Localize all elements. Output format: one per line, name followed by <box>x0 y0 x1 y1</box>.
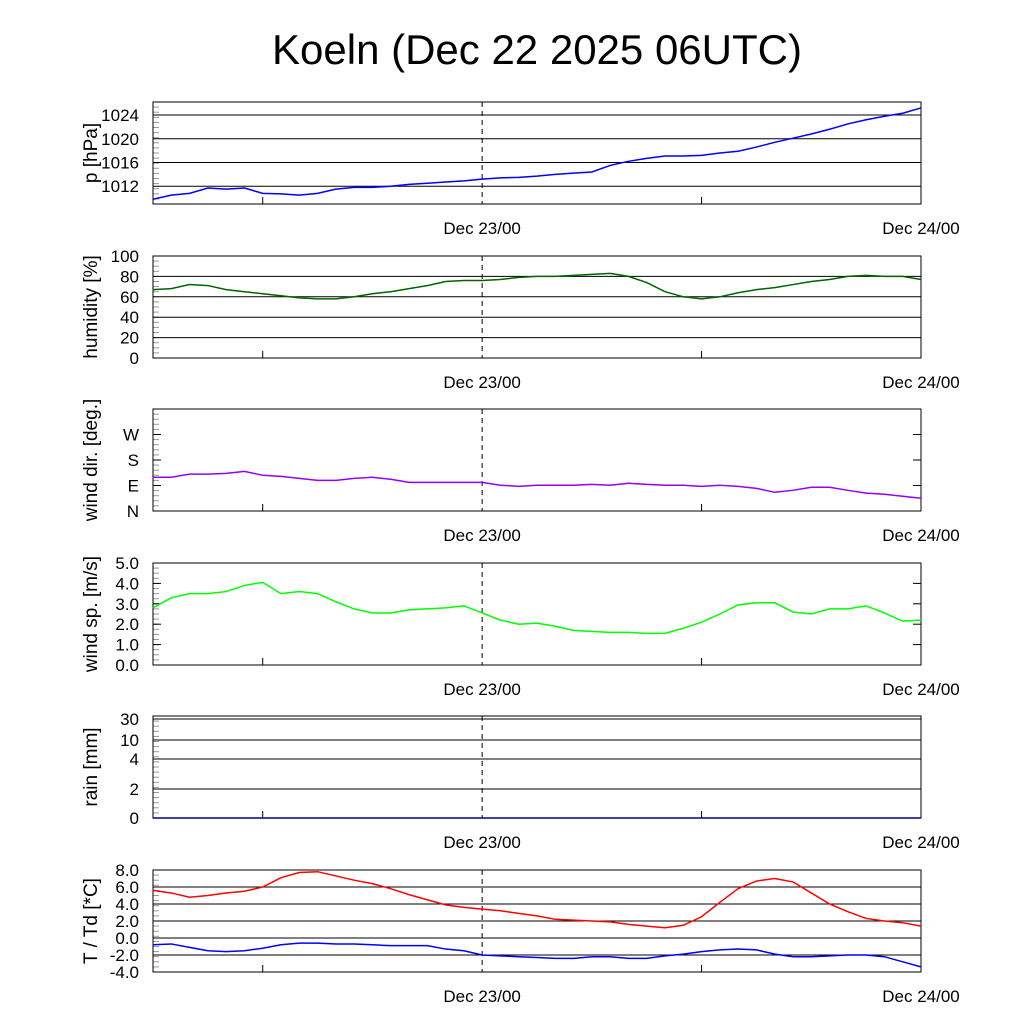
x-tick-label: Dec 23/00 <box>443 373 521 392</box>
plot-frame <box>152 408 922 512</box>
x-tick-label: Dec 24/00 <box>882 219 960 238</box>
series-line-wind-speed <box>152 581 922 635</box>
series-line-td <box>152 942 922 968</box>
panel-wind_speed: 0.01.0 2.03.0 4.05.0 Dec 23/00 Dec 24/00 wind… <box>81 554 960 699</box>
chart-title: Koeln (Dec 22 2025 06UTC) <box>272 26 802 73</box>
series-line-wind-direction <box>153 470 922 499</box>
y-tick-label: 5.0 <box>115 554 139 573</box>
y-axis-label: wind sp. [m/s] <box>81 556 102 673</box>
plot-frame <box>152 715 922 819</box>
y-tick-label: 1016 <box>101 153 139 172</box>
y-tick-label: 0 <box>130 349 139 368</box>
x-tick-label: Dec 24/00 <box>882 987 960 1006</box>
x-tick-label: Dec 24/00 <box>882 526 960 545</box>
y-tick-label: 2.0 <box>115 912 139 931</box>
y-tick-label: 100 <box>111 247 139 266</box>
x-tick-label: Dec 24/00 <box>882 833 960 852</box>
y-axis-label: T / Td [*C] <box>81 878 102 964</box>
x-tick-label: Dec 23/00 <box>443 680 521 699</box>
y-tick-label: 1024 <box>101 106 139 125</box>
y-tick-label: 2 <box>130 780 139 799</box>
x-tick-label: Dec 24/00 <box>882 680 960 699</box>
series-line-t <box>152 870 922 929</box>
y-tick-label: 3.0 <box>115 595 139 614</box>
y-tick-label: -2.0 <box>110 946 139 965</box>
y-tick-label: 6.0 <box>115 878 139 897</box>
y-tick-label: 10 <box>120 731 139 750</box>
x-tick-label: Dec 24/00 <box>882 373 960 392</box>
y-axis-label: wind dir. [deg.] <box>81 399 102 523</box>
panel-temperature: -4.0-2.00.02.04.06.08.0 Dec 23/00 Dec 24/0… <box>81 861 960 1006</box>
y-tick-label: 4.0 <box>115 895 139 914</box>
y-tick-label: 1020 <box>101 130 139 149</box>
plot-frame <box>152 101 922 205</box>
x-tick-label: Dec 23/00 <box>443 833 521 852</box>
y-axis-label: humidity [%] <box>81 255 102 358</box>
y-tick-label: S <box>128 451 139 470</box>
y-tick-label: 0.0 <box>115 929 139 948</box>
y-tick-label: 60 <box>120 288 139 307</box>
y-tick-label: 8.0 <box>115 861 139 880</box>
y-tick-label: 2.0 <box>115 615 139 634</box>
panel-pressure: 1012 1016 1020 1024 Dec 23/00 Dec 24/00 p [hPa… <box>81 101 960 238</box>
plot-frame <box>152 869 922 973</box>
y-axis-label: p [hPa] <box>81 123 102 183</box>
x-tick-label: Dec 23/00 <box>443 526 521 545</box>
y-tick-label: 20 <box>120 329 139 348</box>
y-tick-label: 1.0 <box>115 636 139 655</box>
panel-rain: 0 2 410 30 Dec 23/00 Dec 24/00 rain [mm] <box>81 710 960 852</box>
y-tick-label: 30 <box>120 710 139 729</box>
y-tick-label: 1012 <box>101 177 139 196</box>
y-tick-label: 40 <box>120 308 139 327</box>
y-tick-label: N <box>127 502 139 521</box>
y-tick-label: 4.0 <box>115 574 139 593</box>
x-tick-label: Dec 23/00 <box>443 219 521 238</box>
y-tick-label: -4.0 <box>110 963 139 982</box>
y-tick-label: 80 <box>120 267 139 286</box>
y-tick-label: 0 <box>130 809 139 828</box>
y-tick-label: 0.0 <box>115 656 139 675</box>
x-tick-label: Dec 23/00 <box>443 987 521 1006</box>
y-tick-label: W <box>123 426 139 445</box>
series-line-p <box>152 107 922 200</box>
y-tick-label: 4 <box>130 750 139 769</box>
y-axis-label: rain [mm] <box>81 727 102 806</box>
y-tick-label: E <box>128 477 139 496</box>
series-line-humidity <box>152 272 922 300</box>
plot-frame <box>152 255 922 359</box>
plot-frame <box>152 562 922 666</box>
